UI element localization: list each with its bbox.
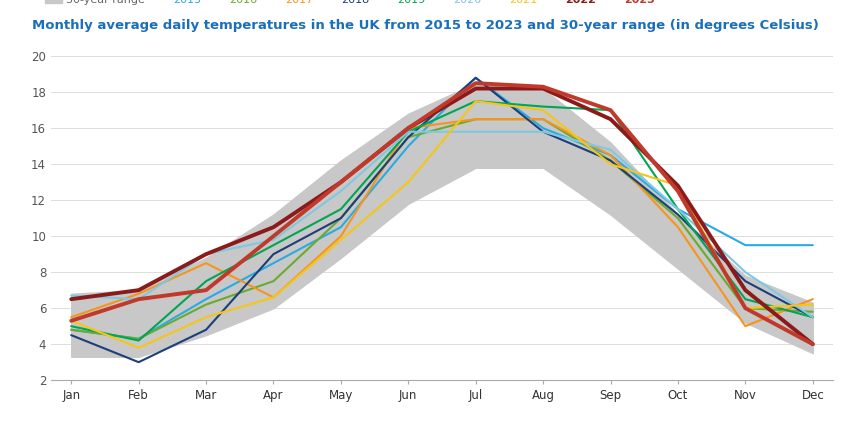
Text: Monthly average daily temperatures in the UK from 2015 to 2023 and 30-year range: Monthly average daily temperatures in th… (31, 19, 819, 32)
Legend: 30-year range, 2015, 2016, 2017, 2018, 2019, 2020, 2021, 2022, 2023: 30-year range, 2015, 2016, 2017, 2018, 2… (41, 0, 659, 10)
